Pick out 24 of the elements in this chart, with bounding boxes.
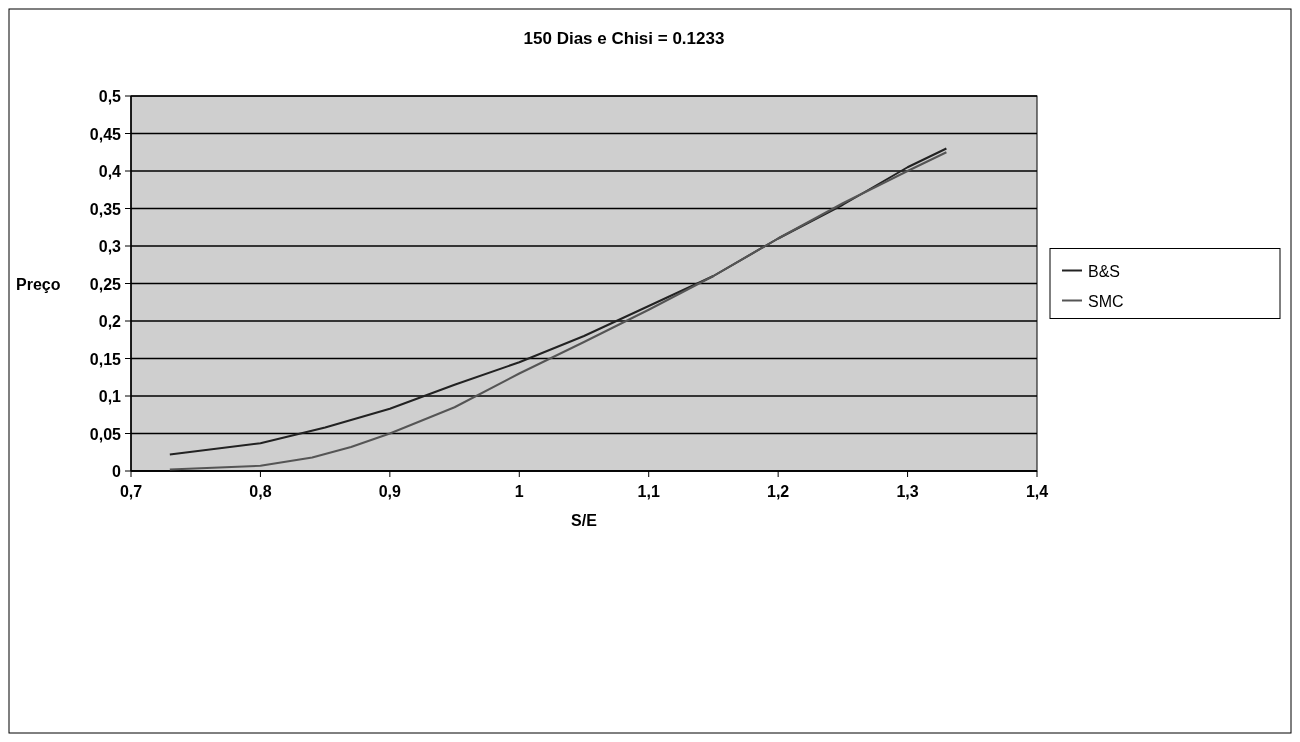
y-tick-label: 0,5 [98, 88, 122, 105]
x-tick-label: 0,7 [119, 483, 143, 500]
x-tick-label: 1 [514, 483, 524, 500]
x-axis-title: S/E [571, 512, 598, 529]
y-tick-label: 0,15 [89, 350, 122, 368]
x-tick-label: 1,4 [1025, 483, 1049, 500]
x-tick-label: 1,1 [637, 483, 660, 500]
x-tick-label: 1,2 [767, 483, 790, 500]
y-tick-label: 0,4 [98, 163, 122, 180]
y-tick-label: 0 [112, 463, 122, 480]
y-tick-label: 0,3 [98, 238, 122, 255]
chart-title: 150 Dias e Chisi = 0.1233 [523, 29, 725, 48]
y-tick-label: 0,2 [98, 313, 122, 330]
legend-label: B&S [1088, 262, 1121, 280]
x-tick-label: 0,9 [378, 483, 402, 500]
x-tick-label: 1,3 [896, 483, 919, 500]
legend-label: SMC [1088, 292, 1124, 310]
y-tick-label: 0,35 [89, 200, 122, 218]
y-tick-label: 0,45 [89, 125, 122, 143]
x-tick-label: 0,8 [249, 483, 272, 500]
y-tick-label: 0,1 [98, 388, 122, 405]
y-tick-label: 0,05 [89, 425, 122, 443]
y-axis-title: Preço [16, 275, 61, 293]
y-tick-label: 0,25 [89, 275, 122, 293]
